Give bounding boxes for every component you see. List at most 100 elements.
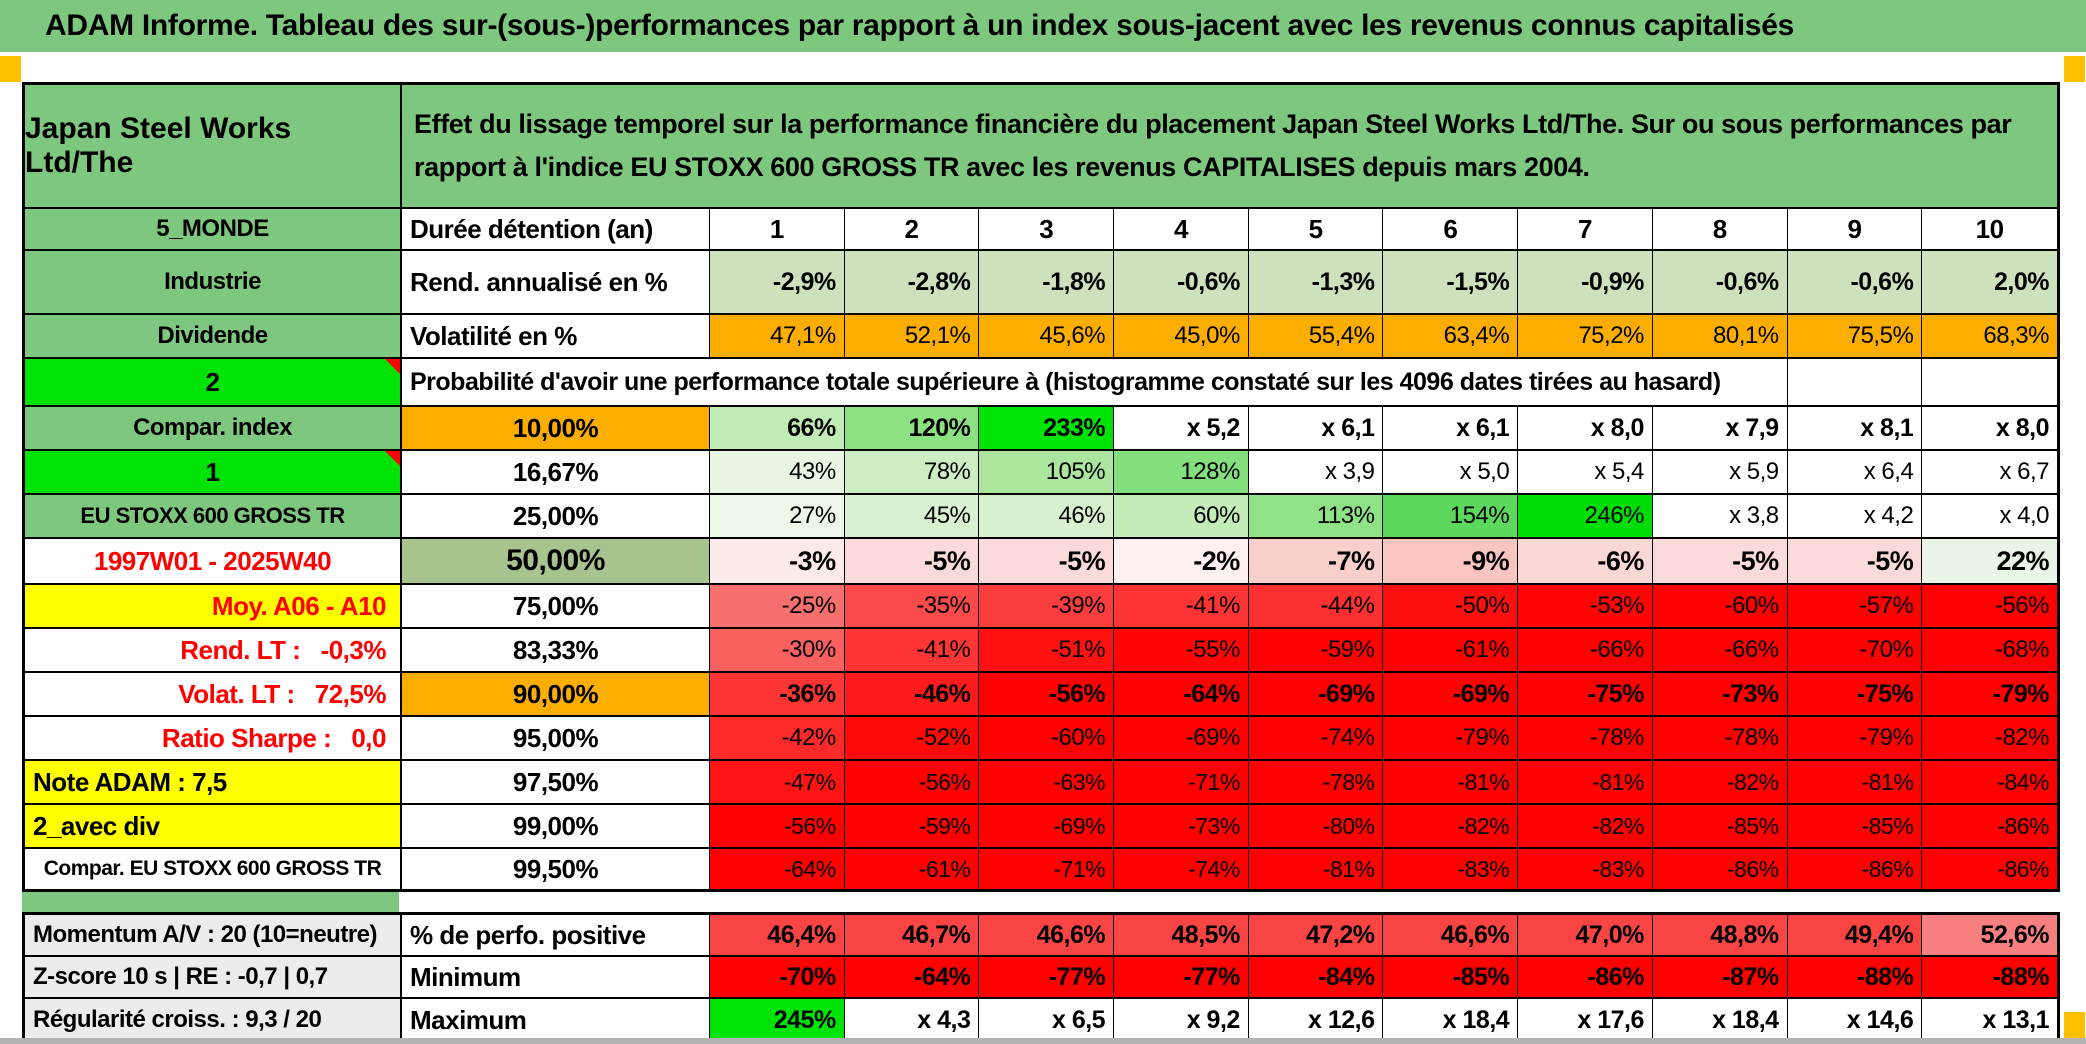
data-cell[interactable]: -81% bbox=[1383, 761, 1519, 803]
data-cell[interactable]: -30% bbox=[710, 629, 845, 671]
data-cell[interactable]: 128% bbox=[1114, 451, 1249, 493]
data-cell[interactable]: -78% bbox=[1248, 761, 1384, 803]
data-cell[interactable]: 60% bbox=[1114, 495, 1249, 537]
data-cell[interactable]: -3% bbox=[710, 539, 845, 583]
data-cell[interactable]: -81% bbox=[1248, 849, 1384, 889]
data-cell[interactable]: 52,1% bbox=[844, 315, 980, 357]
data-cell[interactable]: 10 bbox=[1922, 209, 2057, 249]
probability-note-cell[interactable]: Probabilité d'avoir une performance tota… bbox=[402, 359, 1788, 405]
data-cell[interactable]: 46,4% bbox=[710, 915, 845, 955]
data-cell[interactable]: 245% bbox=[710, 999, 845, 1041]
metric-cell-min[interactable]: Minimum bbox=[402, 957, 710, 997]
data-cell[interactable]: -85% bbox=[1652, 805, 1788, 847]
data-cell[interactable]: 27% bbox=[710, 495, 845, 537]
data-cell[interactable]: 233% bbox=[979, 407, 1115, 449]
data-cell[interactable]: -86% bbox=[1787, 849, 1923, 889]
data-cell[interactable]: -77% bbox=[979, 957, 1115, 997]
data-cell[interactable]: x 6,1 bbox=[1383, 407, 1519, 449]
data-cell[interactable]: -74% bbox=[1114, 849, 1249, 889]
data-cell[interactable]: 46,7% bbox=[844, 915, 980, 955]
data-cell[interactable]: -73% bbox=[1114, 805, 1249, 847]
data-cell[interactable]: -25% bbox=[710, 585, 845, 627]
data-cell[interactable]: 75,5% bbox=[1787, 315, 1923, 357]
label-cell-p75[interactable]: Moy. A06 - A10 bbox=[25, 585, 402, 627]
data-cell[interactable]: -36% bbox=[710, 673, 845, 715]
label-cell-p95[interactable]: Ratio Sharpe : 0,0 bbox=[25, 717, 402, 759]
data-cell[interactable]: -69% bbox=[979, 805, 1115, 847]
data-cell[interactable]: x 6,5 bbox=[979, 999, 1115, 1041]
data-cell[interactable]: x 9,2 bbox=[1114, 999, 1249, 1041]
data-cell[interactable]: 45% bbox=[844, 495, 980, 537]
data-cell[interactable]: 43% bbox=[710, 451, 845, 493]
data-cell[interactable]: -66% bbox=[1518, 629, 1653, 671]
data-cell[interactable]: 6 bbox=[1383, 209, 1519, 249]
data-cell[interactable]: 4 bbox=[1114, 209, 1249, 249]
data-cell[interactable]: -74% bbox=[1248, 717, 1384, 759]
data-cell[interactable]: -1,5% bbox=[1383, 251, 1519, 313]
data-cell[interactable]: 63,4% bbox=[1383, 315, 1519, 357]
data-cell[interactable]: -7% bbox=[1248, 539, 1384, 583]
data-cell[interactable]: 49,4% bbox=[1787, 915, 1923, 955]
empty-cell[interactable] bbox=[1787, 359, 1923, 405]
data-cell[interactable]: 55,4% bbox=[1248, 315, 1384, 357]
data-cell[interactable]: 48,5% bbox=[1114, 915, 1249, 955]
data-cell[interactable]: 75,2% bbox=[1518, 315, 1653, 357]
security-name-cell[interactable]: Japan Steel Works Ltd/The bbox=[25, 85, 402, 207]
data-cell[interactable]: -84% bbox=[1248, 957, 1384, 997]
label-cell-volat[interactable]: Dividende bbox=[25, 315, 402, 357]
metric-cell-p975[interactable]: 97,50% bbox=[402, 761, 710, 803]
metric-cell-duree[interactable]: Durée détention (an) bbox=[402, 209, 710, 249]
data-cell[interactable]: -2,9% bbox=[710, 251, 845, 313]
data-cell[interactable]: -83% bbox=[1383, 849, 1519, 889]
data-cell[interactable]: 105% bbox=[979, 451, 1115, 493]
data-cell[interactable]: -59% bbox=[844, 805, 980, 847]
data-cell[interactable]: -53% bbox=[1518, 585, 1653, 627]
data-cell[interactable]: -88% bbox=[1787, 957, 1923, 997]
data-cell[interactable]: 2,0% bbox=[1922, 251, 2057, 313]
data-cell[interactable]: -80% bbox=[1248, 805, 1384, 847]
data-cell[interactable]: 80,1% bbox=[1652, 315, 1788, 357]
data-cell[interactable]: -86% bbox=[1922, 805, 2057, 847]
data-cell[interactable]: 48,8% bbox=[1652, 915, 1788, 955]
label-cell-duree[interactable]: 5_MONDE bbox=[25, 209, 402, 249]
data-cell[interactable]: -56% bbox=[844, 761, 980, 803]
data-cell[interactable]: 47,2% bbox=[1248, 915, 1384, 955]
metric-cell-volat[interactable]: Volatilité en % bbox=[402, 315, 710, 357]
data-cell[interactable]: -79% bbox=[1922, 673, 2057, 715]
data-cell[interactable]: -41% bbox=[1114, 585, 1249, 627]
data-cell[interactable]: x 6,1 bbox=[1248, 407, 1384, 449]
label-cell-p83[interactable]: Rend. LT : -0,3% bbox=[25, 629, 402, 671]
data-cell[interactable]: -70% bbox=[1787, 629, 1923, 671]
data-cell[interactable]: -5% bbox=[844, 539, 980, 583]
data-cell[interactable]: -56% bbox=[1922, 585, 2057, 627]
data-cell[interactable]: -82% bbox=[1518, 805, 1653, 847]
metric-cell-p83[interactable]: 83,33% bbox=[402, 629, 710, 671]
data-cell[interactable]: x 5,2 bbox=[1114, 407, 1249, 449]
data-cell[interactable]: x 8,0 bbox=[1518, 407, 1653, 449]
data-cell[interactable]: -2,8% bbox=[844, 251, 980, 313]
data-cell[interactable]: x 18,4 bbox=[1652, 999, 1788, 1041]
data-cell[interactable]: -42% bbox=[710, 717, 845, 759]
data-cell[interactable]: 78% bbox=[844, 451, 980, 493]
data-cell[interactable]: -61% bbox=[1383, 629, 1519, 671]
data-cell[interactable]: -9% bbox=[1383, 539, 1519, 583]
data-cell[interactable]: -77% bbox=[1114, 957, 1249, 997]
metric-cell-max[interactable]: Maximum bbox=[402, 999, 710, 1041]
data-cell[interactable]: -86% bbox=[1652, 849, 1788, 889]
data-cell[interactable]: x 5,0 bbox=[1383, 451, 1519, 493]
data-cell[interactable]: x 3,9 bbox=[1248, 451, 1384, 493]
data-cell[interactable]: x 18,4 bbox=[1383, 999, 1519, 1041]
metric-cell-p95[interactable]: 95,00% bbox=[402, 717, 710, 759]
data-cell[interactable]: -56% bbox=[979, 673, 1115, 715]
data-cell[interactable]: 8 bbox=[1652, 209, 1788, 249]
metric-cell-p10[interactable]: 10,00% bbox=[402, 407, 710, 449]
data-cell[interactable]: -88% bbox=[1922, 957, 2057, 997]
data-cell[interactable]: -79% bbox=[1383, 717, 1519, 759]
data-cell[interactable]: -5% bbox=[979, 539, 1115, 583]
data-cell[interactable]: -68% bbox=[1922, 629, 2057, 671]
data-cell[interactable]: -59% bbox=[1248, 629, 1384, 671]
data-cell[interactable]: -5% bbox=[1787, 539, 1923, 583]
metric-cell-p90[interactable]: 90,00% bbox=[402, 673, 710, 715]
data-cell[interactable]: x 12,6 bbox=[1248, 999, 1384, 1041]
data-cell[interactable]: -52% bbox=[844, 717, 980, 759]
